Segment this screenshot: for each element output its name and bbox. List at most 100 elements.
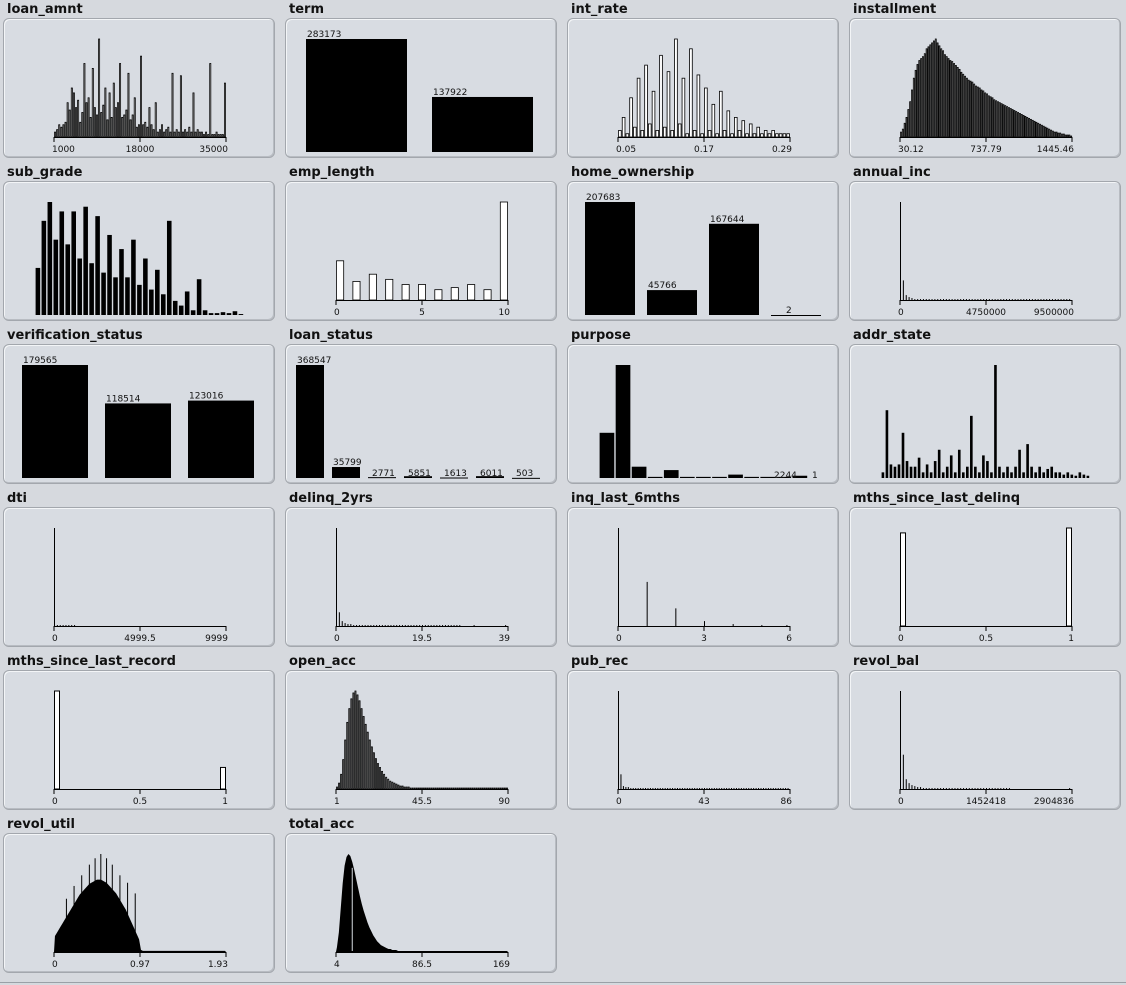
bin-installment-81 xyxy=(1048,128,1051,138)
bin-loan_amnt-21 xyxy=(98,38,101,138)
bin-installment-6 xyxy=(911,89,913,138)
bin-addr_state-32 xyxy=(1010,472,1013,478)
bin-open_acc-16 xyxy=(368,739,371,790)
bar-label: 207683 xyxy=(586,193,620,203)
bin-pub_rec-2 xyxy=(622,786,624,789)
bin-installment-62 xyxy=(1013,110,1016,138)
bin-addr_state-16 xyxy=(945,466,949,478)
bin-loan_amnt-74 xyxy=(209,63,212,138)
bin-annual_inc-19 xyxy=(954,299,956,300)
bin-int_rate-44 xyxy=(782,133,787,138)
panel-loan_amnt: loan_amnt 1000 18000 35000 xyxy=(0,0,278,160)
bin-addr_state-48 xyxy=(1074,475,1078,478)
panel-title: loan_amnt xyxy=(7,2,83,17)
bin-installment-18 xyxy=(933,40,935,138)
bin-installment-58 xyxy=(1006,106,1009,138)
bin-purpose-3 xyxy=(647,476,663,478)
bin-pub_rec-30 xyxy=(691,788,693,789)
bin-annual_inc-54 xyxy=(1054,299,1056,300)
bin-annual_inc-58 xyxy=(1066,299,1068,300)
histogram-svg: 0 43 86 xyxy=(616,691,792,807)
chart-frame: 283173 137922 xyxy=(285,18,557,158)
panel-inq_last_6mths: inq_last_6mths 0 3 6 xyxy=(564,489,842,649)
bin-sub_grade-3 xyxy=(53,239,59,315)
bin-annual_inc-47 xyxy=(1034,299,1036,300)
bin-annual_inc-39 xyxy=(1011,299,1013,300)
bin-revol_bal-19 xyxy=(954,788,956,789)
bin-sub_grade-19 xyxy=(149,289,154,315)
bin-int_rate-31 xyxy=(734,117,738,138)
bin-installment-64 xyxy=(1017,112,1020,138)
bin-int_rate-9 xyxy=(651,90,656,138)
bin-installment-40 xyxy=(973,83,976,138)
bin-loan_amnt-71 xyxy=(203,134,205,138)
bin-addr_state-9 xyxy=(917,457,921,478)
bin-annual_inc-7 xyxy=(920,299,922,300)
bin-installment-25 xyxy=(945,56,948,138)
bin-delinq_2yrs-25 xyxy=(407,625,409,626)
bin-installment-90 xyxy=(1064,134,1067,138)
bin-revol_bal-11 xyxy=(931,788,933,789)
bin-installment-33 xyxy=(960,71,963,138)
bin-int_rate-42 xyxy=(775,133,779,138)
bin-revol_bal-20 xyxy=(957,788,959,789)
bin-open_acc-37 xyxy=(411,787,414,790)
bin-pub_rec-46 xyxy=(731,788,733,789)
bin-open_acc-3 xyxy=(342,759,345,790)
bin-inq_last_6mths-16 xyxy=(675,608,677,626)
histogram-svg: 283173 137922 xyxy=(306,30,533,152)
bar-label: 118514 xyxy=(106,394,141,404)
x-tick-label: 1 xyxy=(334,797,340,807)
bin-delinq_2yrs-32 xyxy=(427,625,429,626)
bin-delinq_2yrs-11 xyxy=(367,625,369,626)
bin-addr_state-28 xyxy=(994,365,997,478)
bin-revol_bal-10 xyxy=(928,788,930,789)
bin-pub_rec-41 xyxy=(718,788,720,789)
bin-pub_rec-4 xyxy=(627,787,629,789)
bin-pub_rec-11 xyxy=(645,788,647,789)
bin-addr_state-36 xyxy=(1026,444,1029,478)
bin-dti-4 xyxy=(65,625,67,626)
bin-installment-51 xyxy=(993,99,996,138)
x-tick-label: 18000 xyxy=(126,145,155,155)
bin-delinq_2yrs-39 xyxy=(447,625,449,626)
bin-open_acc-34 xyxy=(405,786,408,790)
bin-sub_grade-33 xyxy=(232,311,238,315)
bin-pub_rec-14 xyxy=(652,788,654,789)
bin-installment-24 xyxy=(944,54,946,138)
bin-annual_inc-16 xyxy=(945,299,947,300)
x-tick-label: 0 xyxy=(616,797,622,807)
bin-sub_grade-1 xyxy=(41,220,47,315)
bin-delinq_2yrs-10 xyxy=(364,625,366,626)
panel-annual_inc: annual_inc 0 4750000 9500000 xyxy=(846,163,1124,323)
bin-annual_inc-36 xyxy=(1003,299,1005,300)
histogram-svg: 0 19.5 39 xyxy=(334,528,510,644)
bin-open_acc-0 xyxy=(336,786,338,790)
bin-revol_bal-36 xyxy=(1003,788,1005,789)
bin-installment-66 xyxy=(1020,114,1023,138)
bin-open_acc-69 xyxy=(477,787,480,790)
bin-loan_amnt-5 xyxy=(64,121,67,138)
bin-pub_rec-6 xyxy=(632,788,634,789)
bin-open_acc-9 xyxy=(354,690,357,790)
chart-frame: 0 43 86 xyxy=(567,670,839,810)
bin-loan_amnt-40 xyxy=(138,124,140,138)
bin-installment-72 xyxy=(1031,119,1034,138)
bin-open_acc-33 xyxy=(403,786,406,790)
bin-open_acc-48 xyxy=(434,787,437,790)
bin-addr_state-42 xyxy=(1050,466,1054,478)
bin-pub_rec-56 xyxy=(755,788,757,789)
bin-installment-48 xyxy=(987,95,990,138)
bin-addr_state-40 xyxy=(1042,472,1045,478)
bin-sub_grade-5 xyxy=(65,244,71,315)
bin-installment-44 xyxy=(980,89,983,138)
x-tick-label: 1000 xyxy=(52,145,75,155)
bin-int_rate-17 xyxy=(681,77,686,138)
x-tick-label: 1 xyxy=(222,797,228,807)
bin-open_acc-30 xyxy=(397,784,400,790)
bin-int_rate-33 xyxy=(741,120,746,138)
bin-revol_bal-13 xyxy=(937,788,939,789)
bin-loan_amnt-12 xyxy=(79,121,82,138)
bin-int_rate-40 xyxy=(767,133,772,138)
